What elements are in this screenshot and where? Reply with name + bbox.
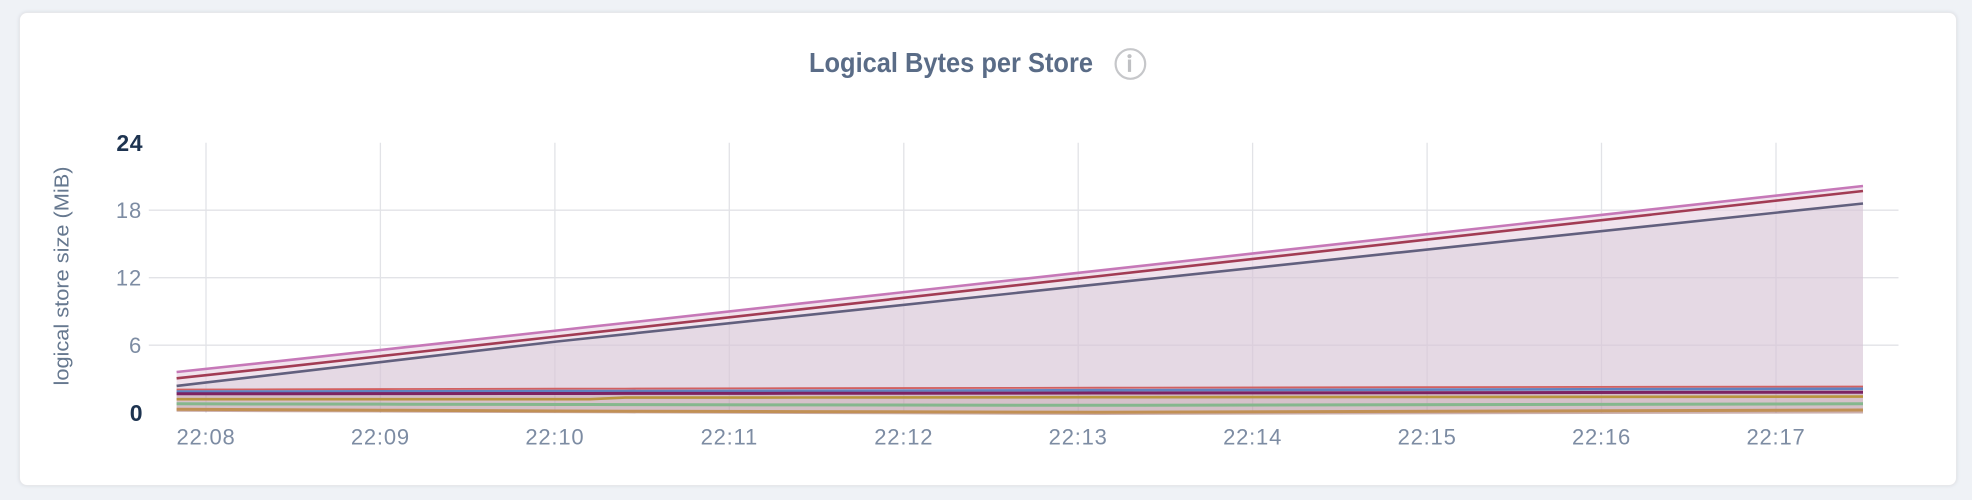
svg-text:22:09: 22:09	[351, 425, 410, 450]
svg-text:22:13: 22:13	[1049, 425, 1108, 450]
svg-text:6: 6	[129, 333, 142, 358]
svg-text:22:12: 22:12	[874, 425, 933, 450]
svg-text:22:08: 22:08	[176, 425, 235, 450]
svg-text:22:10: 22:10	[525, 425, 584, 450]
svg-text:12: 12	[116, 266, 142, 291]
svg-text:22:16: 22:16	[1572, 425, 1631, 450]
svg-text:22:14: 22:14	[1223, 425, 1282, 450]
svg-text:22:17: 22:17	[1746, 425, 1805, 450]
svg-text:24: 24	[116, 130, 143, 156]
svg-text:0: 0	[130, 400, 143, 426]
svg-text:22:15: 22:15	[1398, 425, 1457, 450]
svg-text:logical store size (MiB): logical store size (MiB)	[52, 167, 74, 386]
svg-text:22:11: 22:11	[701, 425, 758, 450]
svg-text:18: 18	[116, 198, 142, 223]
